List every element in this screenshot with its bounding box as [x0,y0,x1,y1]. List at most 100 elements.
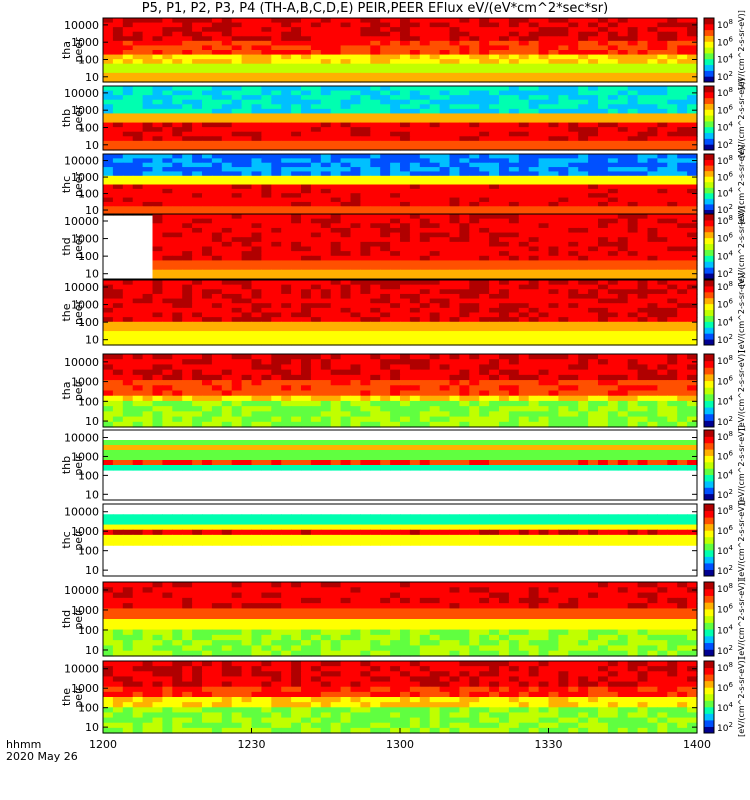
panel-probe-label: thd [60,610,73,628]
y-tick-label: 10 [85,268,99,281]
y-tick-label: 10000 [64,356,99,369]
colorbar-unit-label: [eV/(cm^2-s-sr-eV)] [737,500,746,580]
y-tick-label: 1000 [71,233,99,246]
spectrogram-panel: 10000 1000 100 10 the peer 108 106 104 102 [eV/(cm… [60,273,746,353]
colorbar-tick-label: 104 [717,315,733,328]
colorbar: 108 106 104 102 [eV/(cm^2-s-sr-eV)] [703,579,746,659]
colorbar-tick-label: 106 [717,35,733,48]
colorbar-tick-label: 102 [717,138,733,151]
panel-frame [102,503,698,577]
panel-instrument-label: peer [72,105,85,131]
y-tick-label: 100 [78,545,99,558]
y-tick-label: 1000 [71,171,99,184]
panel-probe-label: tha [60,381,73,399]
colorbar-unit-label: [eV/(cm^2-s-sr-eV)] [737,145,746,225]
panel-probe-label: thb [60,456,73,474]
colorbar-tick-label: 104 [717,121,733,134]
x-tick-label: 1330 [535,738,563,751]
panel-probe-label: tha [60,41,73,59]
y-tick-label: 10 [85,139,99,152]
colorbar-unit-label: [eV/(cm^2-s-sr-eV)] [737,10,746,90]
x-tick-label: 1200 [89,738,117,751]
colorbar-tick-label: 108 [717,582,733,595]
y-tick-label: 100 [78,316,99,329]
y-tick-label: 100 [78,188,99,201]
y-tick-label: 100 [78,250,99,263]
colorbar-tick-label: 102 [717,333,733,346]
panel-instrument-label: peer [72,172,85,198]
y-tick-label: 10000 [64,87,99,100]
colorbar-tick-label: 106 [717,681,733,694]
y-tick-label: 1000 [71,376,99,389]
colorbar-tick-label: 106 [717,449,733,462]
panel-probe-label: thb [60,109,73,127]
date-caption: 2020 May 26 [6,750,78,763]
colorbar-tick-label: 102 [717,415,733,428]
panel-probe-label: the [60,303,73,321]
y-tick-label: 1000 [71,299,99,312]
spectrogram-panel: 10000 1000 100 10 thb peer 108 106 104 102 [eV/(cm… [60,78,746,158]
colorbar-tick-label: 104 [717,544,733,557]
colorbar-tick-label: 108 [717,661,733,674]
colorbar-tick-label: 102 [717,564,733,577]
y-tick-label: 10000 [64,215,99,228]
colorbar: 108 106 104 102 [eV/(cm^2-s-sr-eV)] [703,425,746,505]
colorbar-tick-label: 104 [717,53,733,66]
y-tick-label: 100 [78,395,99,408]
colorbar: 108 106 104 102 [eV/(cm^2-s-sr-eV)] [703,657,746,737]
y-tick-label: 10 [85,334,99,347]
panel-instrument-label: peir [72,686,85,708]
colorbar-tick-label: 106 [717,374,733,387]
colorbar: 108 106 104 102 [eV/(cm^2-s-sr-eV)] [703,78,746,158]
panel-frame [102,429,698,501]
y-tick-label: 10000 [64,281,99,294]
y-tick-label: 10 [85,415,99,428]
colorbar: 108 106 104 102 [eV/(cm^2-s-sr-eV)] [703,273,746,352]
colorbar-unit-label: [eV/(cm^2-s-sr-eV)] [737,351,746,431]
panel-frame [102,279,698,346]
y-tick-label: 1000 [71,604,99,617]
colorbar-tick-label: 104 [717,701,733,714]
colorbar: 108 106 104 102 [eV/(cm^2-s-sr-eV)] [703,10,746,90]
panel-probe-label: the [60,688,73,706]
panel-instrument-label: peir [72,608,85,630]
colorbar-tick-label: 108 [717,86,733,99]
colorbar-tick-label: 106 [717,603,733,616]
y-tick-label: 10 [85,488,99,501]
colorbar-tick-label: 104 [717,187,733,200]
y-tick-label: 10 [85,721,99,734]
colorbar-tick-label: 108 [717,154,733,167]
y-tick-label: 10000 [64,432,99,445]
colorbar: 108 106 104 102 [eV/(cm^2-s-sr-eV)] [703,500,746,580]
colorbar: 108 106 104 102 [eV/(cm^2-s-sr-eV)] [703,351,746,431]
x-tick-label: 1400 [683,738,711,751]
y-tick-label: 100 [78,469,99,482]
panel-instrument-label: peer [72,234,85,260]
y-tick-label: 100 [78,53,99,66]
y-tick-label: 10 [85,71,99,84]
panel-frame [102,581,698,657]
colorbar-tick-label: 108 [717,354,733,367]
colorbar-tick-label: 108 [717,280,733,293]
y-tick-label: 1000 [71,104,99,117]
colorbar-unit-label: [eV/(cm^2-s-sr-eV)] [737,579,746,659]
spectrogram-panel: 10000 1000 100 10 tha peer 108 106 104 102 [eV/(cm… [60,10,746,90]
chart-title: P5, P1, P2, P3, P4 (TH-A,B,C,D,E) PEIR,P… [141,1,609,16]
y-tick-label: 10000 [64,663,99,676]
panel-instrument-label: peir [72,379,85,401]
spectrogram-panel: 10000 1000 100 10 tha peir 108 106 104 102 [eV/(cm… [60,351,746,431]
y-tick-label: 10000 [64,155,99,168]
y-tick-label: 10 [85,204,99,217]
y-tick-label: 100 [78,702,99,715]
colorbar-tick-label: 106 [717,103,733,116]
x-tick-label: 1300 [386,738,414,751]
panel-instrument-label: peer [72,37,85,63]
colorbar-tick-label: 102 [717,70,733,83]
colorbar-unit-label: [eV/(cm^2-s-sr-eV)] [737,78,746,158]
panel-probe-label: thc [60,176,73,193]
spectrogram-panel: 10000 1000 100 10 thb peir 108 106 104 102 [eV/(cm… [60,425,746,505]
colorbar-unit-label: [eV/(cm^2-s-sr-eV)] [737,207,746,287]
